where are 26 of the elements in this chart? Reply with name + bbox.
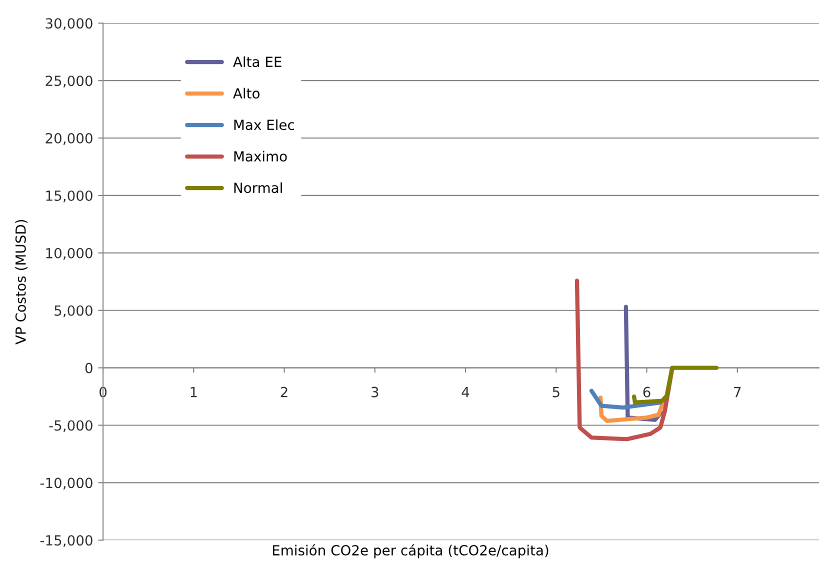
x-tick-label: 1 <box>190 386 197 398</box>
y-tick-label: 5,000 <box>54 305 92 318</box>
y-axis-title: VP Costos (MUSD) <box>15 220 28 344</box>
line-series <box>589 388 662 410</box>
y-tick-label: 20,000 <box>46 133 92 145</box>
y-tick-label: 30,000 <box>46 18 92 30</box>
y-tick-label: -10,000 <box>40 478 92 490</box>
x-tick-label: 5 <box>552 386 560 398</box>
legend-label: Alto <box>233 88 260 99</box>
x-tick-label: 7 <box>734 386 741 398</box>
y-tick-label: -15,000 <box>40 535 92 548</box>
y-tick-label: 0 <box>85 362 92 374</box>
x-tick-label: 4 <box>462 386 470 398</box>
y-tick-label: -5,000 <box>49 420 92 432</box>
legend-label: Normal <box>234 182 282 194</box>
y-tick-label: 15,000 <box>46 190 92 202</box>
x-axis-title: Emisión CO2e per cápita (tCO2e/capita) <box>272 544 548 558</box>
x-tick-label: 2 <box>280 386 288 398</box>
x-tick-label: 6 <box>643 386 650 398</box>
x-tick-label: 3 <box>372 386 378 398</box>
line-series <box>632 366 719 405</box>
y-tick-label: 10,000 <box>46 248 92 260</box>
y-tick-label: 25,000 <box>46 76 92 88</box>
legend-label: Alta EE <box>233 56 282 68</box>
legend-label: Max Elec <box>234 119 294 130</box>
legend-label: Maximo <box>234 150 287 162</box>
